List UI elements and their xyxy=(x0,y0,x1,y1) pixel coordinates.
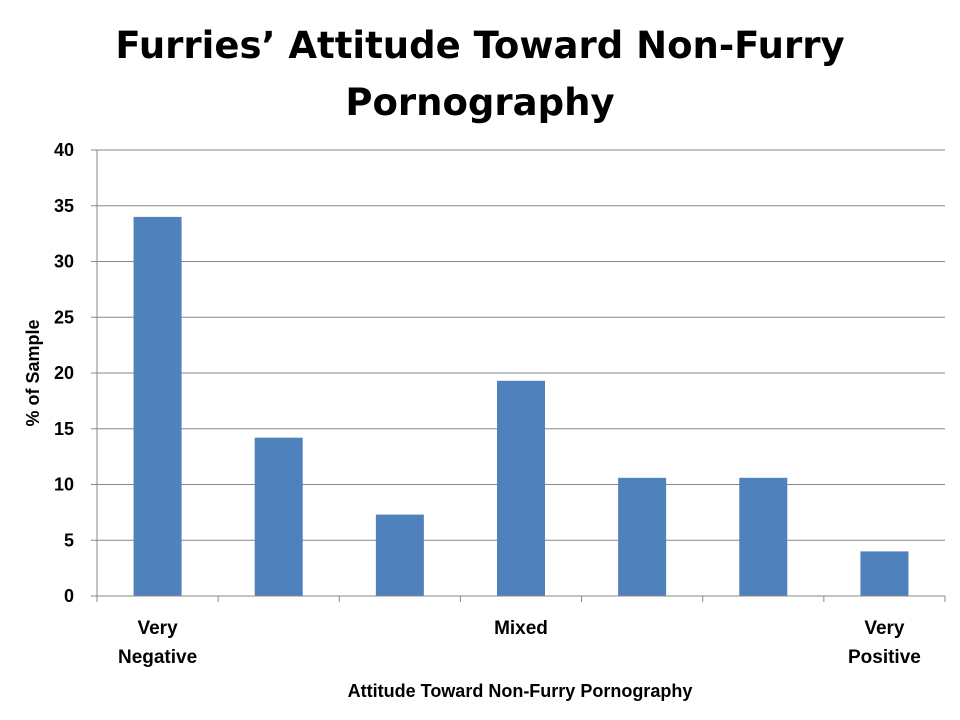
y-tick-label: 40 xyxy=(54,140,74,160)
y-tick-label: 25 xyxy=(54,307,74,327)
y-axis-title: % of Sample xyxy=(23,319,43,426)
y-tick-label: 0 xyxy=(64,586,74,606)
y-axis-ticks: 0 5 10 15 20 25 30 35 40 xyxy=(54,140,97,606)
y-tick-label: 30 xyxy=(54,252,74,272)
y-tick-label: 5 xyxy=(64,530,74,550)
y-tick-label: 35 xyxy=(54,196,74,216)
axes xyxy=(96,150,946,602)
x-tick-label: Positive xyxy=(848,647,921,668)
bar xyxy=(133,216,182,596)
y-tick-label: 10 xyxy=(54,475,74,495)
bars xyxy=(133,216,909,596)
bar xyxy=(375,514,424,596)
bar xyxy=(254,437,303,596)
bar xyxy=(739,477,788,596)
x-axis-category-labels: Very Negative Mixed Very Positive xyxy=(118,618,921,668)
x-tick-label: Very xyxy=(137,618,178,639)
bar xyxy=(618,477,667,596)
bar xyxy=(497,380,545,596)
x-tick-label: Mixed xyxy=(494,618,548,639)
y-tick-label: 20 xyxy=(54,363,74,383)
x-tick-label: Negative xyxy=(118,647,197,668)
bar xyxy=(860,551,909,596)
chart-title-line-2: Pornography xyxy=(345,81,614,124)
y-tick-label: 15 xyxy=(54,419,74,439)
x-axis-title: Attitude Toward Non-Furry Pornography xyxy=(348,681,693,701)
chart-title-line-1: Furries’ Attitude Toward Non-Furry xyxy=(115,24,844,67)
x-tick-label: Very xyxy=(864,618,905,639)
